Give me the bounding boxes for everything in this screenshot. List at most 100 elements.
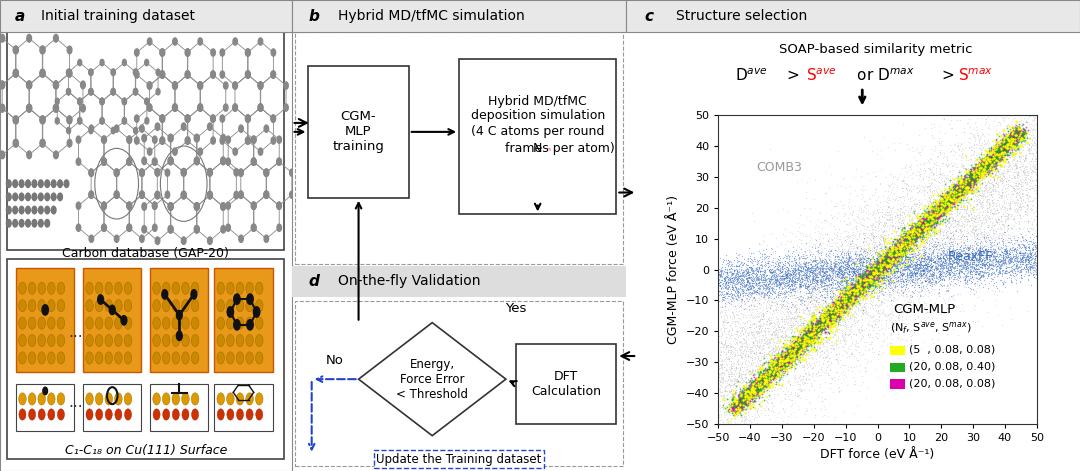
Point <box>926 217 943 225</box>
Point <box>976 139 994 147</box>
Point <box>997 139 1014 146</box>
Point <box>842 289 860 296</box>
Point <box>922 199 940 207</box>
Point <box>867 260 885 267</box>
Point <box>896 237 914 244</box>
Point <box>838 300 855 307</box>
Point <box>728 382 745 390</box>
Point <box>770 349 787 357</box>
Point <box>920 213 937 221</box>
Point <box>710 284 727 291</box>
Point <box>873 282 890 290</box>
Point <box>806 300 823 308</box>
Point <box>841 324 859 331</box>
Point <box>1005 245 1023 253</box>
Point <box>779 360 796 368</box>
Point <box>870 250 888 258</box>
Point <box>988 144 1005 151</box>
Point <box>756 373 773 380</box>
Point <box>932 205 949 212</box>
Point <box>908 228 926 236</box>
Point <box>931 211 948 219</box>
Point <box>993 144 1010 152</box>
Point <box>797 334 814 342</box>
Point <box>959 180 976 188</box>
Point <box>737 384 754 391</box>
Point <box>862 281 879 288</box>
Point <box>811 288 828 295</box>
Point <box>782 303 799 311</box>
Point <box>760 383 778 390</box>
Point <box>892 245 909 253</box>
Point <box>901 227 918 235</box>
Point <box>908 236 926 244</box>
Point <box>949 252 967 259</box>
Point <box>828 306 846 314</box>
Point <box>927 251 944 259</box>
Circle shape <box>173 104 177 111</box>
Point <box>978 96 996 104</box>
Point <box>779 349 796 357</box>
Point <box>741 399 758 406</box>
Point <box>863 256 880 263</box>
Point <box>765 277 782 285</box>
Point <box>739 278 756 286</box>
Point <box>864 276 881 284</box>
Point <box>955 181 972 189</box>
Point <box>831 267 848 274</box>
Point <box>779 279 796 286</box>
Point <box>852 272 869 280</box>
Point <box>828 300 846 308</box>
Point <box>930 276 947 283</box>
Point <box>946 187 963 194</box>
Point <box>967 169 984 177</box>
Point <box>792 339 809 346</box>
Point <box>787 266 805 274</box>
Point <box>805 326 822 334</box>
Point <box>985 210 1002 217</box>
Point <box>981 176 998 183</box>
Point <box>801 331 819 338</box>
Point <box>868 333 886 340</box>
Point <box>976 163 994 171</box>
Point <box>837 328 854 336</box>
Point <box>854 260 872 267</box>
Point <box>764 407 781 414</box>
Point <box>944 252 961 260</box>
Circle shape <box>77 136 81 143</box>
Point <box>895 244 913 251</box>
Point <box>966 257 983 264</box>
Point <box>797 343 814 350</box>
Point <box>850 251 867 259</box>
Point <box>1002 247 1020 254</box>
Point <box>873 265 890 273</box>
Point <box>835 302 852 309</box>
Point <box>960 180 977 187</box>
Point <box>781 357 798 365</box>
Point <box>997 138 1014 146</box>
Point <box>829 308 847 315</box>
Point <box>759 288 777 296</box>
Point <box>904 237 921 245</box>
Point <box>914 261 931 269</box>
Point <box>901 236 918 243</box>
Point <box>728 397 745 405</box>
Point <box>1028 252 1045 260</box>
Point <box>784 292 801 299</box>
Point <box>872 266 889 273</box>
Point <box>846 313 863 321</box>
Circle shape <box>52 206 56 214</box>
Point <box>874 257 891 265</box>
Point <box>772 304 789 311</box>
Point <box>818 339 835 346</box>
Point <box>863 276 880 284</box>
Point <box>785 348 802 355</box>
Point <box>889 334 906 341</box>
Point <box>814 262 832 269</box>
Point <box>721 321 739 329</box>
Point <box>710 283 727 291</box>
Point <box>807 325 824 333</box>
Point <box>758 317 775 325</box>
Point <box>981 152 998 160</box>
Point <box>981 164 998 171</box>
